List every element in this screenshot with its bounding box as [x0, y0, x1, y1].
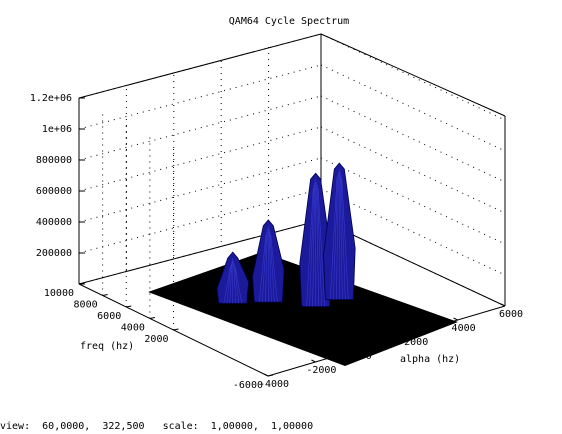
surface-mesh-line: [306, 188, 314, 307]
grid-line-right-wall: [320, 33, 506, 121]
grid-line-right-wall: [320, 95, 506, 183]
surface-mesh-line: [316, 182, 319, 307]
back-left-top-edge: [78, 33, 322, 99]
surface-mesh-line: [268, 228, 272, 303]
surface-mesh-line: [270, 234, 278, 303]
freq-tick-mark: [267, 374, 274, 377]
surface-mesh-line: [312, 182, 316, 307]
grid-line-left-wall: [78, 188, 322, 254]
surface-mesh-line: [269, 231, 275, 303]
alpha-tick-label: 2000: [404, 337, 428, 348]
surface-mesh-line: [309, 185, 315, 307]
freq-tick-mark: [173, 328, 179, 331]
surface-plot: 200000 400000 600000 800000 1e+06 1.2e+06 -40…: [30, 16, 523, 391]
surface-mesh-line: [234, 264, 240, 304]
alpha-tick-mark: [263, 373, 269, 377]
alpha-tick-label: 6000: [499, 309, 523, 320]
back-left-bottom-edge: [78, 219, 322, 285]
surface-mesh-line: [262, 231, 267, 303]
z-axis-ticks: 200000 400000 600000 800000 1e+06 1.2e+06: [30, 93, 85, 285]
alpha-tick-mark: [358, 345, 364, 349]
surface-mesh-line: [234, 267, 243, 304]
alpha-tick-mark: [405, 331, 411, 335]
chart-title: QAM64 Cycle Spectrum: [229, 16, 349, 27]
view-values: 60,0000, 322,500: [42, 421, 145, 432]
z-tick-label: 400000: [36, 217, 72, 228]
alpha-tick-label: 0: [366, 351, 372, 362]
grid-line-left-wall: [78, 95, 322, 161]
back-right-top-edge: [320, 33, 506, 117]
freq-tick-label: 10000: [44, 288, 74, 299]
z-tick-label: 200000: [36, 248, 72, 259]
freq-tick-mark: [78, 282, 85, 285]
z-tick-label: 1e+06: [42, 124, 72, 135]
alpha-tick-mark: [453, 317, 458, 321]
alpha-axis-ticks: -4000 -2000 0 2000 4000 6000: [259, 303, 523, 390]
alpha-tick-mark: [500, 303, 506, 307]
surface-mesh-line: [340, 175, 346, 300]
surface-mesh-line: [316, 185, 322, 307]
surface-mesh-line: [341, 178, 349, 300]
surface-mesh-line: [229, 261, 233, 304]
status-bar: view: 60,0000, 322,500 scale: 1,00000, 1…: [0, 419, 562, 434]
scale-label: scale:: [162, 421, 199, 432]
z-tick-label: 600000: [36, 186, 72, 197]
surface-mesh-line: [226, 264, 232, 304]
view-label: view:: [0, 421, 31, 432]
freq-tick-mark: [102, 294, 108, 296]
surface-mesh-line: [223, 267, 231, 304]
freq-tick-label: 6000: [97, 311, 121, 322]
freq-tick-label: 4000: [121, 323, 145, 334]
freq-tick-label: 2000: [144, 334, 168, 345]
grid-line-right-wall: [320, 64, 506, 152]
surface-mesh-line: [259, 234, 267, 303]
surface-mesh-line: [336, 172, 339, 300]
grid-line-left-wall: [78, 64, 322, 130]
surface-mesh-line: [333, 175, 339, 300]
grid-line-left-wall: [78, 157, 322, 223]
alpha-tick-mark: [311, 359, 316, 363]
z-tick-label: 800000: [36, 155, 72, 166]
surface-mesh-line: [339, 172, 343, 300]
surface-mesh-line: [233, 261, 237, 304]
scale-values: 1,00000, 1,00000: [210, 421, 314, 432]
surface-mesh-line: [330, 178, 338, 300]
alpha-tick-label: -2000: [306, 365, 336, 376]
surface-peaks: [216, 162, 356, 307]
freq-tick-mark: [149, 317, 155, 319]
y-axis-label: freq (hz): [80, 341, 134, 352]
freq-tick-label: -6000: [233, 380, 263, 391]
freq-tick-label: 8000: [74, 300, 98, 311]
alpha-tick-label: 4000: [452, 323, 476, 334]
surface-mesh-line: [265, 228, 268, 303]
alpha-tick-label: -4000: [259, 379, 289, 390]
surface-mesh-line: [317, 188, 325, 307]
freq-tick-mark: [126, 305, 132, 308]
grid-line-left-wall: [78, 126, 322, 192]
x-axis-label: alpha (hz): [400, 354, 460, 365]
z-tick-label: 1.2e+06: [30, 93, 72, 104]
